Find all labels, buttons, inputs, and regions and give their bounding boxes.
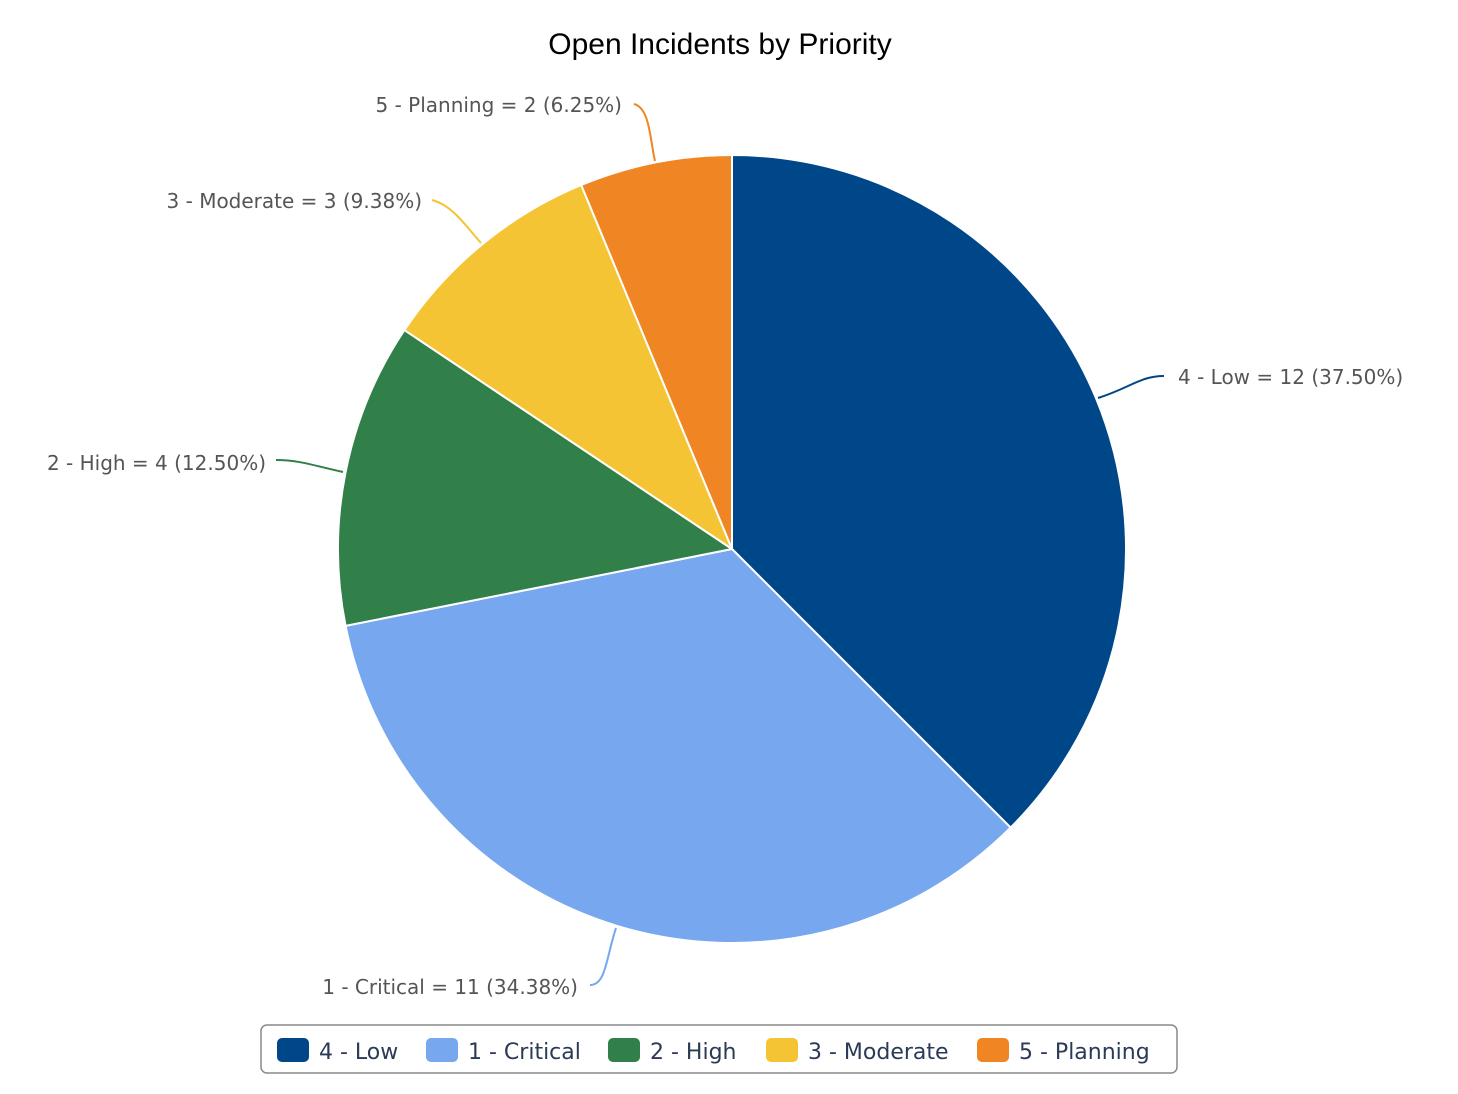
legend-item[interactable]: 3 - Moderate (766, 1038, 949, 1065)
label-connectors (275, 103, 1165, 986)
legend-swatch (608, 1038, 640, 1062)
pie-slice-4-low[interactable] (731, 154, 1127, 829)
legend-label: 5 - Planning (1019, 1040, 1150, 1065)
chart-title: Open Incidents by Priority (548, 28, 892, 61)
legend-swatch (977, 1038, 1009, 1062)
slice-label: 3 - Moderate = 3 (9.38%) (167, 189, 422, 213)
slice-label: 5 - Planning = 2 (6.25%) (375, 93, 622, 117)
legend-swatch (426, 1038, 458, 1062)
slice-label: 4 - Low = 12 (37.50%) (1178, 365, 1403, 389)
connector-line (431, 199, 482, 244)
pie-slice-3-moderate[interactable] (403, 183, 733, 550)
connector-line (275, 459, 344, 473)
slice-label: 1 - Critical = 11 (34.38%) (322, 975, 578, 999)
legend-label: 2 - High (650, 1040, 737, 1065)
legend-label: 1 - Critical (468, 1040, 581, 1065)
pie-slice-5-planning[interactable] (580, 154, 733, 550)
pie-slices (337, 154, 1127, 944)
legend-item[interactable]: 1 - Critical (426, 1038, 581, 1065)
legend-swatch (766, 1038, 798, 1062)
slice-labels: 4 - Low = 12 (37.50%) 1 - Critical = 11 (… (47, 93, 1403, 999)
legend-item[interactable]: 4 - Low (277, 1038, 398, 1065)
legend-label: 4 - Low (319, 1040, 398, 1065)
slice-label: 2 - High = 4 (12.50%) (47, 451, 266, 475)
legend-box (260, 1024, 1178, 1074)
connector-line (633, 103, 656, 162)
connector-line (1097, 375, 1165, 399)
connector-line (589, 927, 617, 986)
pie-slice-2-high[interactable] (337, 329, 733, 627)
pie-slice-1-critical[interactable] (344, 548, 1012, 944)
legend-item[interactable]: 5 - Planning (977, 1038, 1150, 1065)
legend-swatch (277, 1038, 309, 1062)
legend-label: 3 - Moderate (808, 1040, 949, 1065)
legend-item[interactable]: 2 - High (608, 1038, 737, 1065)
legend: 4 - Low 1 - Critical 2 - High 3 - Moderate 5… (260, 1024, 1178, 1074)
